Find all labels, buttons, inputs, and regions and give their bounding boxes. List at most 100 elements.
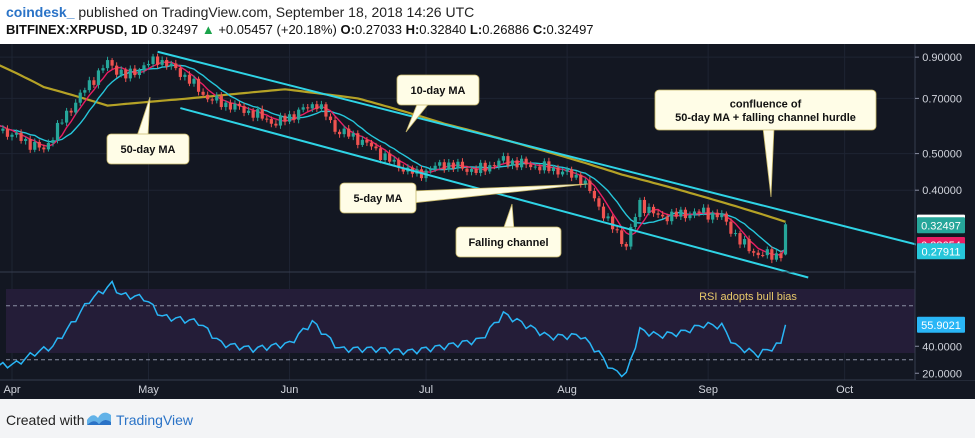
callout-10-day-ma-box	[396, 74, 480, 106]
candle-body	[720, 213, 724, 218]
candle-body	[60, 122, 64, 124]
candle-body	[442, 162, 446, 170]
tradingview-link[interactable]: TradingView	[116, 412, 194, 428]
candle-body	[192, 78, 196, 84]
open-label: O:	[340, 22, 355, 37]
price-axis-label: 0.90000	[922, 52, 962, 64]
candle-body	[187, 74, 192, 84]
candle-body	[538, 166, 542, 171]
candle-body	[351, 133, 355, 137]
created-with-label: Created with	[6, 412, 85, 428]
candle-body	[301, 107, 305, 110]
candle-body	[101, 68, 105, 71]
candle-body	[287, 114, 292, 122]
candle-body	[119, 69, 123, 75]
rsi-axis-label: 20.0000	[922, 368, 962, 380]
candle-body	[269, 119, 273, 124]
candle-body	[96, 70, 101, 85]
candle-body	[756, 252, 760, 256]
candle-body	[137, 70, 141, 76]
high-value: 0.32840	[419, 22, 467, 37]
candle-body	[160, 60, 164, 65]
candle-body	[761, 255, 765, 257]
callout-50-day-ma-box	[106, 133, 190, 165]
candle-body	[656, 213, 660, 215]
candle-body	[92, 80, 96, 85]
price-tag	[917, 243, 965, 260]
symbol-line: BITFINEX:XRPUSD, 1D 0.32497 ▲ +0.05457 (…	[6, 22, 594, 37]
candle-body	[447, 162, 451, 170]
rsi-value-tag	[917, 316, 965, 333]
time-axis-label: Apr	[3, 384, 20, 396]
candle-body	[747, 239, 751, 252]
candle-body	[256, 109, 260, 118]
price-tag-label: 0.27911	[922, 246, 961, 258]
footer: Created with TradingView	[0, 399, 975, 438]
candle-body	[142, 65, 146, 71]
candle-body	[274, 123, 278, 126]
candle-body	[165, 60, 169, 67]
chart-area[interactable]: RSI adopts bull bias 50-day MA 10-day MA 5…	[0, 44, 975, 399]
candle-body	[592, 191, 596, 199]
rsi-annotation: RSI adopts bull bias	[699, 291, 797, 303]
candle-body	[397, 159, 401, 168]
candle-body	[5, 128, 10, 137]
candle-body	[242, 106, 246, 113]
candle-body	[347, 128, 351, 137]
candle-body	[765, 249, 769, 256]
candle-body	[620, 230, 624, 245]
candle-body	[729, 221, 733, 234]
candle-body	[210, 99, 214, 101]
candle-body	[483, 162, 487, 172]
candle-body	[74, 102, 78, 113]
callout-10-day-ma-text: 10-day MA	[410, 85, 465, 97]
candle-body	[492, 165, 496, 167]
candle-body	[497, 160, 501, 167]
candle-body	[24, 138, 28, 141]
low-label: L:	[469, 22, 483, 37]
candle-body	[124, 69, 128, 79]
rsi-band	[6, 289, 915, 353]
candle-body	[515, 160, 519, 168]
candle-body	[169, 63, 173, 67]
author-link[interactable]: coindesk_	[6, 4, 75, 20]
candle-body	[629, 226, 633, 247]
candle-body	[401, 167, 405, 172]
candle-body	[383, 153, 387, 161]
candle-body	[624, 244, 628, 247]
candle-body	[33, 141, 37, 150]
up-arrow-icon: ▲	[201, 22, 215, 37]
candle-body	[733, 233, 738, 235]
candle-body	[688, 214, 692, 219]
candle-body	[670, 211, 674, 222]
candle-body	[501, 156, 505, 161]
candle-body	[770, 249, 774, 260]
candle-body	[42, 147, 46, 150]
publish-info: published on TradingView.com, September …	[78, 4, 475, 20]
time-axis-label: May	[138, 384, 159, 396]
candle-body	[247, 110, 251, 113]
candle-body	[724, 213, 728, 222]
candle-body	[28, 138, 32, 150]
rsi-value-tag-label: 55.9021	[921, 320, 961, 332]
candle-body	[1, 128, 5, 131]
candle-body	[115, 65, 119, 75]
candle-body	[683, 209, 687, 219]
candle-body	[133, 68, 137, 76]
candle-body	[342, 128, 346, 135]
tradingview-logo-icon[interactable]	[86, 408, 112, 428]
candle-body	[260, 109, 264, 119]
candle-body	[524, 158, 528, 165]
candle-body	[87, 80, 91, 91]
candle-body	[233, 103, 237, 110]
callout-confluence-text: 50-day MA + falling channel hurdle	[675, 112, 856, 124]
symbol-label: BITFINEX:XRPUSD, 1D	[6, 22, 148, 37]
candle-body	[638, 199, 642, 218]
candle-body	[151, 56, 155, 64]
candle-body	[533, 166, 537, 168]
candle-body	[65, 110, 69, 123]
time-axis-label: Sep	[698, 384, 718, 396]
price-chart-svg[interactable]: RSI adopts bull bias 50-day MA 10-day MA 5…	[0, 44, 975, 399]
candle-body	[224, 102, 228, 108]
candle-body	[201, 91, 205, 95]
